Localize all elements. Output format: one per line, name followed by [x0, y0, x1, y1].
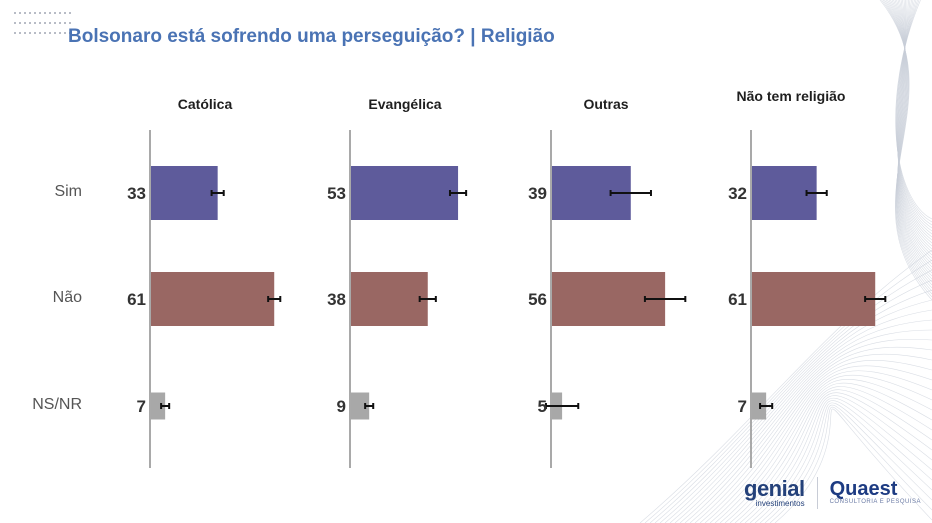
footer-logos: genial investimentos Quaest CONSULTORIA …: [744, 476, 921, 510]
value-label-outras-sim: 39: [528, 184, 547, 203]
logo-separator: [816, 477, 818, 509]
value-label-catolica-nao: 61: [127, 290, 146, 309]
value-label-catolica-ns-nr: 7: [137, 397, 146, 416]
bar-nao-tem-religiao-ns-nr: [752, 392, 767, 420]
value-label-outras-ns-nr: 5: [538, 397, 547, 416]
dotted-logo-mark: [14, 12, 72, 42]
genial-logo: genial investimentos: [744, 475, 805, 508]
bar-nao-tem-religiao-nao: [752, 272, 876, 326]
chart-title: Bolsonaro está sofrendo uma perseguição?…: [68, 26, 555, 47]
bar-catolica-ns-nr: [151, 392, 166, 420]
bar-catolica-sim: [151, 166, 218, 220]
panel-label-nao-tem-religiao: Não tem religião: [736, 88, 846, 104]
panel-label-outras: Outras: [583, 96, 629, 112]
value-label-nao-tem-religiao-sim: 32: [728, 184, 747, 203]
row-label-ns-nr: NS/NR: [32, 396, 82, 413]
value-label-evangelica-nao: 38: [327, 290, 346, 309]
value-label-evangelica-ns-nr: 9: [337, 397, 346, 416]
value-label-outras-nao: 56: [528, 290, 547, 309]
value-label-nao-tem-religiao-ns-nr: 7: [738, 397, 747, 416]
bar-evangelica-sim: [351, 166, 459, 220]
bar-catolica-nao: [151, 272, 275, 326]
bar-evangelica-ns-nr: [351, 392, 370, 420]
panel-label-evangelica: Evangélica: [368, 96, 442, 112]
bar-evangelica-nao: [351, 272, 428, 326]
value-label-evangelica-sim: 53: [327, 184, 346, 203]
panel-label-catolica: Católica: [177, 96, 233, 112]
value-label-catolica-sim: 33: [127, 184, 146, 203]
row-label-nao: Não: [52, 289, 82, 306]
row-label-sim: Sim: [54, 183, 82, 200]
quaest-logo: Quaest CONSULTORIA E PESQUISA: [829, 478, 922, 505]
value-label-nao-tem-religiao-nao: 61: [728, 290, 747, 309]
